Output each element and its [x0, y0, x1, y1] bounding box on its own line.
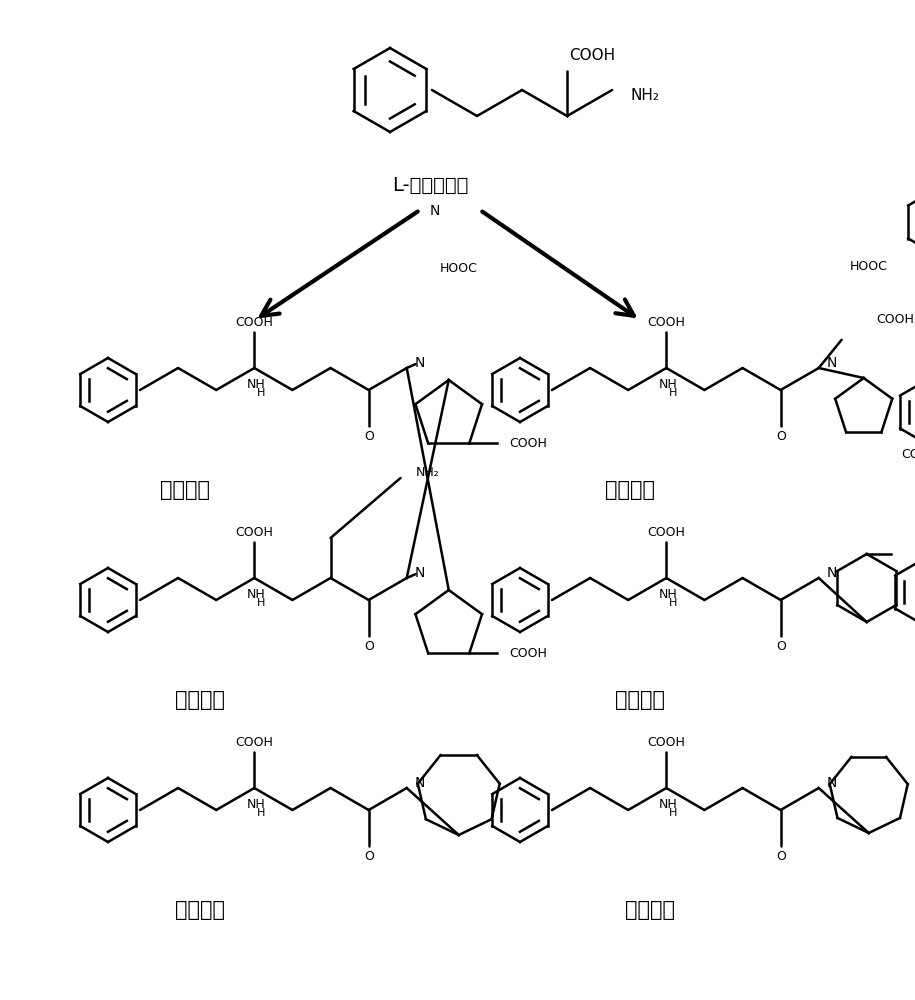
Text: N: N [414, 776, 425, 790]
Text: H: H [257, 388, 265, 398]
Text: N: N [414, 356, 425, 370]
Text: N: N [414, 566, 425, 580]
Text: 贝那普利: 贝那普利 [625, 900, 675, 920]
Text: HOOC: HOOC [850, 260, 888, 273]
Text: H: H [669, 808, 677, 818]
Text: NH: NH [247, 798, 265, 810]
Text: 赖诺普利: 赖诺普利 [175, 690, 225, 710]
Text: H: H [669, 388, 677, 398]
Text: O: O [777, 641, 787, 654]
Text: COOH: COOH [510, 647, 547, 660]
Text: COOH: COOH [510, 437, 547, 450]
Text: NH: NH [659, 798, 677, 810]
Text: NH: NH [247, 377, 265, 390]
Text: 西拉普利: 西拉普利 [175, 900, 225, 920]
Text: 赖诺普利: 赖诺普利 [605, 480, 655, 500]
Text: O: O [365, 641, 374, 654]
Text: 依那普利: 依那普利 [160, 480, 210, 500]
Text: N: N [827, 566, 837, 580]
Text: N: N [827, 776, 837, 790]
Text: N: N [827, 356, 837, 370]
Text: H: H [257, 598, 265, 608]
Text: 喹那普利: 喹那普利 [615, 690, 665, 710]
Text: COOH: COOH [235, 526, 274, 538]
Text: COOH: COOH [648, 316, 685, 328]
Text: COOH: COOH [648, 736, 685, 748]
Text: O: O [777, 850, 787, 863]
Text: COOH: COOH [648, 526, 685, 538]
Text: NH₂: NH₂ [415, 466, 439, 480]
Text: N: N [430, 204, 440, 218]
Text: NH: NH [247, 587, 265, 600]
Text: NH: NH [659, 587, 677, 600]
Text: NH: NH [659, 377, 677, 390]
Text: COOH: COOH [235, 736, 274, 748]
Text: NH₂: NH₂ [630, 88, 659, 103]
Text: H: H [257, 808, 265, 818]
Text: L-高苯丙氨酸: L-高苯丙氨酸 [392, 176, 468, 194]
Text: O: O [365, 850, 374, 863]
Text: COOH: COOH [569, 48, 615, 64]
Text: COOH: COOH [235, 316, 274, 328]
Text: HOOC: HOOC [440, 262, 478, 275]
Text: O: O [365, 430, 374, 444]
Text: COOH: COOH [877, 313, 914, 326]
Text: COOH: COOH [902, 448, 915, 460]
Text: O: O [777, 430, 787, 444]
Text: H: H [669, 598, 677, 608]
